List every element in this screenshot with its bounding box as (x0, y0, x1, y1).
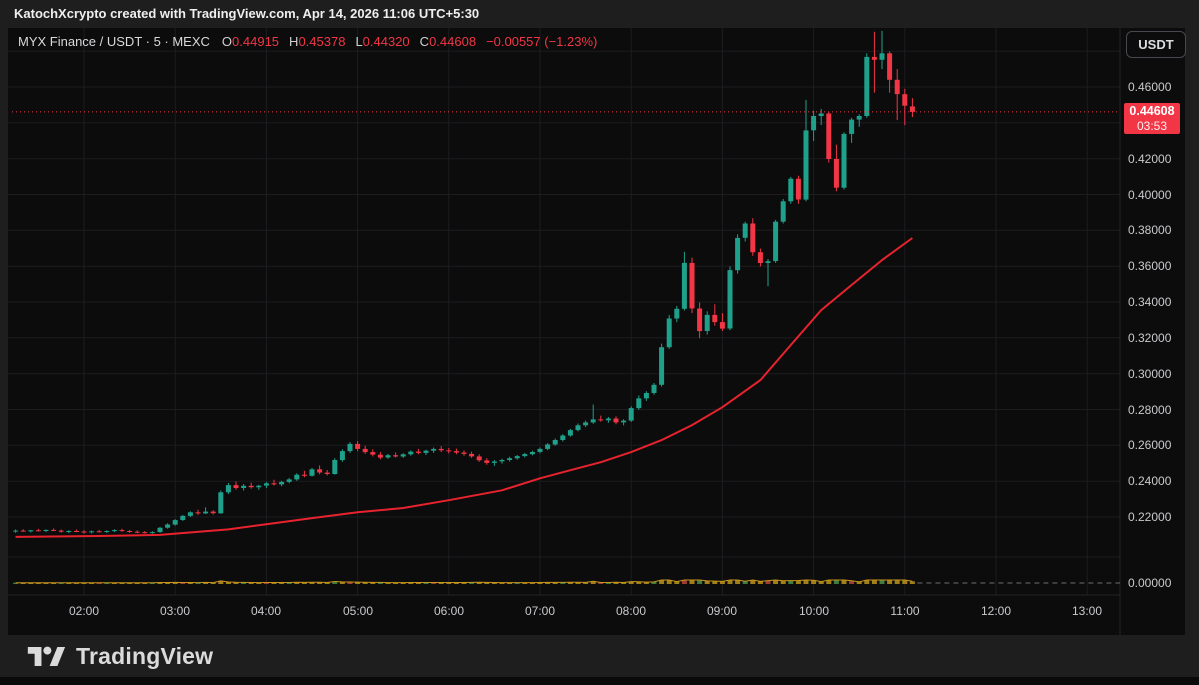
chart-widget: MYX Finance / USDT · 5 · MEXC O0.44915 H… (8, 28, 1186, 635)
time-tick-label: 07:00 (524, 604, 556, 618)
price-tick-label: 0.34000 (1128, 295, 1172, 309)
ohlc-close: C0.44608 (419, 34, 477, 49)
change-value: −0.00557 (−1.23%) (486, 34, 598, 49)
time-tick-label: 08:00 (615, 604, 647, 618)
last-price-value: 0.44608 (1129, 104, 1175, 118)
ohlc-low: L0.44320 (355, 34, 410, 49)
ohlc-open: O0.44915 (221, 34, 280, 49)
price-tick-label: 0.28000 (1128, 403, 1172, 417)
time-tick-label: 11:00 (890, 604, 920, 618)
bottom-strip (0, 677, 1199, 685)
tradingview-brand-text: TradingView (76, 642, 214, 669)
time-tick-label: 06:00 (433, 604, 465, 618)
price-tick-label: 0.22000 (1128, 510, 1172, 524)
time-tick-label: 05:00 (342, 604, 374, 618)
price-tick-label: 0.30000 (1128, 367, 1172, 381)
attribution-text: KatochXcrypto created with TradingView.c… (14, 6, 480, 21)
price-tick-label: 0.46000 (1128, 80, 1172, 94)
chart-legend: MYX Finance / USDT · 5 · MEXC O0.44915 H… (18, 34, 597, 49)
time-tick-label: 03:00 (159, 604, 191, 618)
price-tick-label: 0.26000 (1128, 438, 1172, 452)
candlestick-chart-canvas[interactable] (8, 28, 1185, 635)
time-tick-label: 02:00 (68, 604, 100, 618)
tradingview-logo-link[interactable]: TradingView (26, 643, 213, 670)
time-tick-label: 10:00 (798, 604, 830, 618)
time-tick-label: 09:00 (706, 604, 738, 618)
bar-countdown: 03:53 (1136, 119, 1168, 133)
time-tick-label: 04:00 (250, 604, 282, 618)
time-tick-label: 12:00 (980, 604, 1012, 618)
time-tick-label: 13:00 (1071, 604, 1103, 618)
zero-tick-label: 0.00000 (1128, 576, 1172, 590)
price-tick-label: 0.40000 (1128, 188, 1172, 202)
price-tick-label: 0.38000 (1128, 223, 1172, 237)
price-tick-label: 0.42000 (1128, 152, 1172, 166)
tradingview-logo-icon (26, 643, 66, 670)
time-axis[interactable]: 02:00 03:00 04:00 05:00 06:00 07:00 08:00 09:00… (8, 595, 1120, 635)
price-tick-label: 0.24000 (1128, 474, 1172, 488)
last-price-label: 0.44608 03:53 (1124, 103, 1180, 134)
ohlc-high: H0.45378 (289, 34, 346, 49)
symbol-title[interactable]: MYX Finance / USDT · 5 · MEXC (18, 34, 210, 49)
price-tick-label: 0.36000 (1128, 259, 1172, 273)
footer-bar: TradingView (0, 635, 1199, 677)
currency-toggle-button[interactable]: USDT (1126, 31, 1186, 58)
price-tick-label: 0.32000 (1128, 331, 1172, 345)
